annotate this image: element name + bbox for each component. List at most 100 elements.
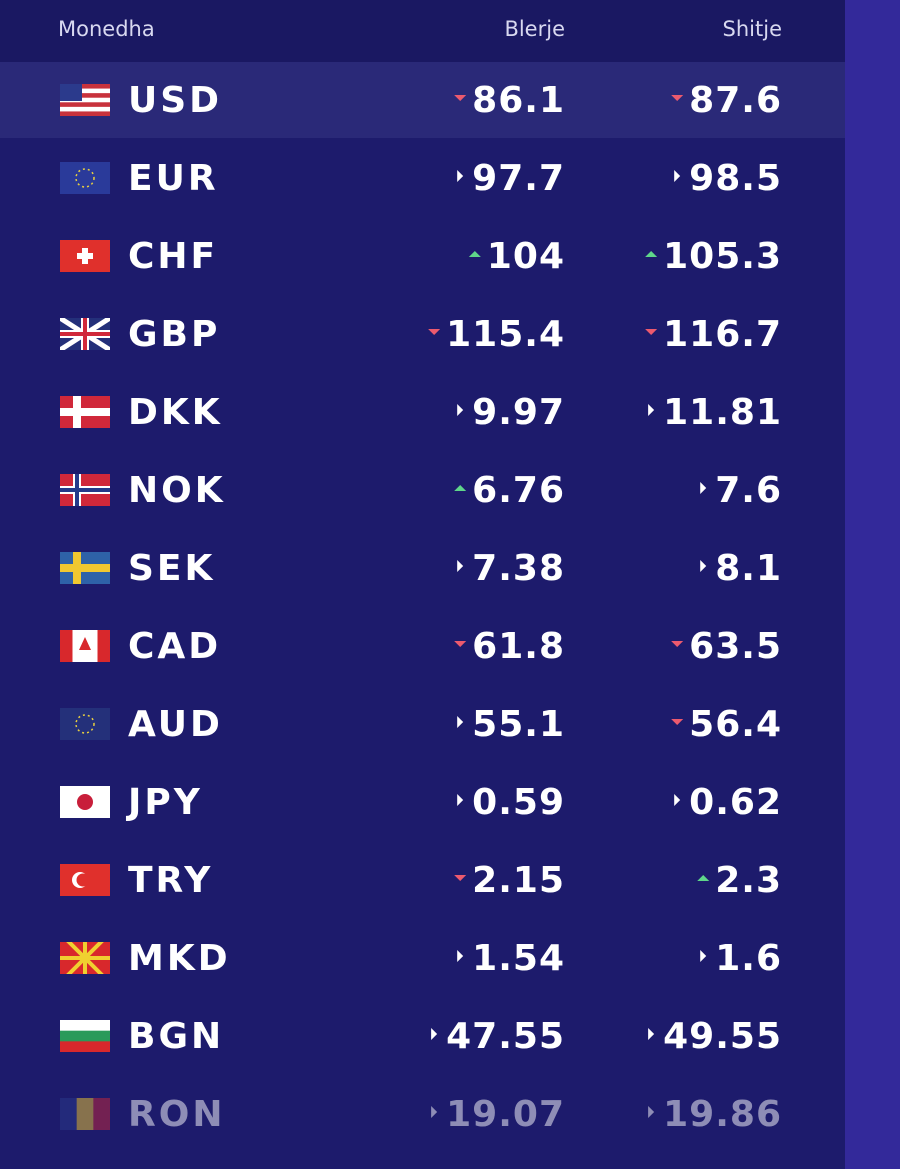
currency-code: NOK bbox=[128, 470, 226, 511]
currency-row: BGN 47.55 49.55 bbox=[60, 1016, 781, 1057]
currency-code: USD bbox=[128, 80, 222, 121]
sell-rate: 56.4 bbox=[689, 704, 782, 745]
currency-row: EUR 97.7 98.5 bbox=[60, 158, 782, 199]
trend-arrow bbox=[648, 404, 655, 416]
flag-part bbox=[66, 942, 87, 960]
buy-rate: 7.38 bbox=[472, 548, 565, 589]
currency-code: BGN bbox=[128, 1016, 224, 1057]
trend-arrow bbox=[454, 875, 467, 881]
buy-rate: 0.59 bbox=[472, 782, 565, 823]
trend-arrow bbox=[645, 329, 658, 335]
flag-part bbox=[60, 564, 110, 572]
sell-rate: 11.81 bbox=[663, 392, 782, 433]
currency-row: TRY 2.15 2.3 bbox=[60, 860, 782, 901]
flag-part bbox=[60, 88, 110, 94]
flag-part bbox=[60, 106, 110, 112]
currency-code: CAD bbox=[128, 626, 221, 667]
sell-rate: 105.3 bbox=[663, 236, 782, 277]
flag bbox=[60, 942, 110, 974]
trend-arrow bbox=[671, 641, 684, 647]
flag-part bbox=[83, 942, 104, 960]
trend-arrow bbox=[697, 875, 710, 881]
flag-part bbox=[76, 1098, 94, 1130]
flag-part bbox=[60, 1098, 78, 1130]
flag-part bbox=[60, 84, 110, 90]
column-header: Monedha bbox=[58, 17, 155, 41]
flag-part bbox=[77, 794, 93, 810]
trend-arrow bbox=[648, 1028, 655, 1040]
trend-arrow bbox=[457, 950, 464, 962]
flag bbox=[60, 84, 110, 116]
flag bbox=[60, 630, 110, 662]
column-header: Shitje bbox=[723, 17, 782, 41]
sell-rate: 0.62 bbox=[689, 782, 782, 823]
buy-rate: 115.4 bbox=[446, 314, 565, 355]
flag-part bbox=[75, 714, 95, 734]
flag-part bbox=[60, 1041, 110, 1052]
flag-part bbox=[76, 873, 90, 887]
flag bbox=[60, 396, 110, 428]
sell-rate: 19.86 bbox=[663, 1094, 782, 1135]
trend-arrow bbox=[700, 950, 707, 962]
currency-row: DKK 9.97 11.81 bbox=[60, 392, 782, 433]
trend-arrow bbox=[468, 251, 481, 257]
trend-arrow bbox=[454, 485, 467, 491]
trend-arrow bbox=[454, 641, 467, 647]
flag-part bbox=[60, 97, 110, 103]
header-bar bbox=[0, 0, 845, 62]
flag-part bbox=[60, 1030, 110, 1042]
trend-arrow bbox=[428, 329, 441, 335]
buy-rate: 97.7 bbox=[472, 158, 565, 199]
currency-code: JPY bbox=[125, 782, 203, 823]
flag bbox=[60, 162, 110, 194]
buy-rate: 104 bbox=[487, 236, 565, 277]
trend-arrow bbox=[457, 170, 464, 182]
sell-rate: 2.3 bbox=[715, 860, 782, 901]
trend-arrow bbox=[457, 716, 464, 728]
flag-part bbox=[60, 162, 110, 194]
flag-part bbox=[83, 956, 104, 974]
currency-row: CHF 104 105.3 bbox=[60, 236, 782, 277]
buy-rate: 2.15 bbox=[472, 860, 565, 901]
currency-code: DKK bbox=[128, 392, 223, 433]
buy-rate: 47.55 bbox=[446, 1016, 565, 1057]
flag-part bbox=[75, 168, 95, 188]
trend-arrow bbox=[457, 794, 464, 806]
flag-part bbox=[77, 253, 93, 259]
currency-row: RON 19.07 19.86 bbox=[60, 1094, 782, 1135]
flag-part bbox=[60, 93, 110, 99]
flag-part bbox=[66, 956, 87, 974]
flag bbox=[60, 552, 110, 584]
buy-rate: 9.97 bbox=[472, 392, 565, 433]
sell-rate: 116.7 bbox=[663, 314, 782, 355]
sell-rate: 8.1 bbox=[715, 548, 782, 589]
trend-arrow bbox=[674, 794, 681, 806]
currency-row: NOK 6.76 7.6 bbox=[60, 470, 781, 511]
flag-part bbox=[60, 84, 82, 101]
flag bbox=[60, 1020, 110, 1052]
trend-arrow bbox=[671, 95, 684, 101]
buy-rate: 55.1 bbox=[472, 704, 565, 745]
flag bbox=[60, 240, 110, 272]
currency-row: SEK 7.38 8.1 bbox=[60, 548, 782, 589]
currency-code: MKD bbox=[128, 938, 231, 979]
sell-rate: 98.5 bbox=[689, 158, 782, 199]
trend-arrow bbox=[457, 404, 464, 416]
flag-part bbox=[60, 630, 73, 662]
trend-arrow bbox=[648, 1106, 655, 1118]
currency-code: TRY bbox=[128, 860, 213, 901]
buy-rate: 1.54 bbox=[472, 938, 565, 979]
flag-part bbox=[60, 408, 110, 416]
side-strip bbox=[845, 0, 900, 1169]
flag-part bbox=[85, 630, 98, 662]
currency-code: GBP bbox=[128, 314, 220, 355]
flag-part bbox=[79, 637, 91, 650]
currency-row: CAD 61.8 63.5 bbox=[60, 626, 781, 667]
column-header: Blerje bbox=[504, 17, 565, 41]
flag bbox=[60, 708, 110, 740]
flag bbox=[60, 864, 110, 896]
trend-arrow bbox=[431, 1028, 438, 1040]
flag-part bbox=[60, 111, 110, 116]
flag bbox=[60, 786, 110, 818]
